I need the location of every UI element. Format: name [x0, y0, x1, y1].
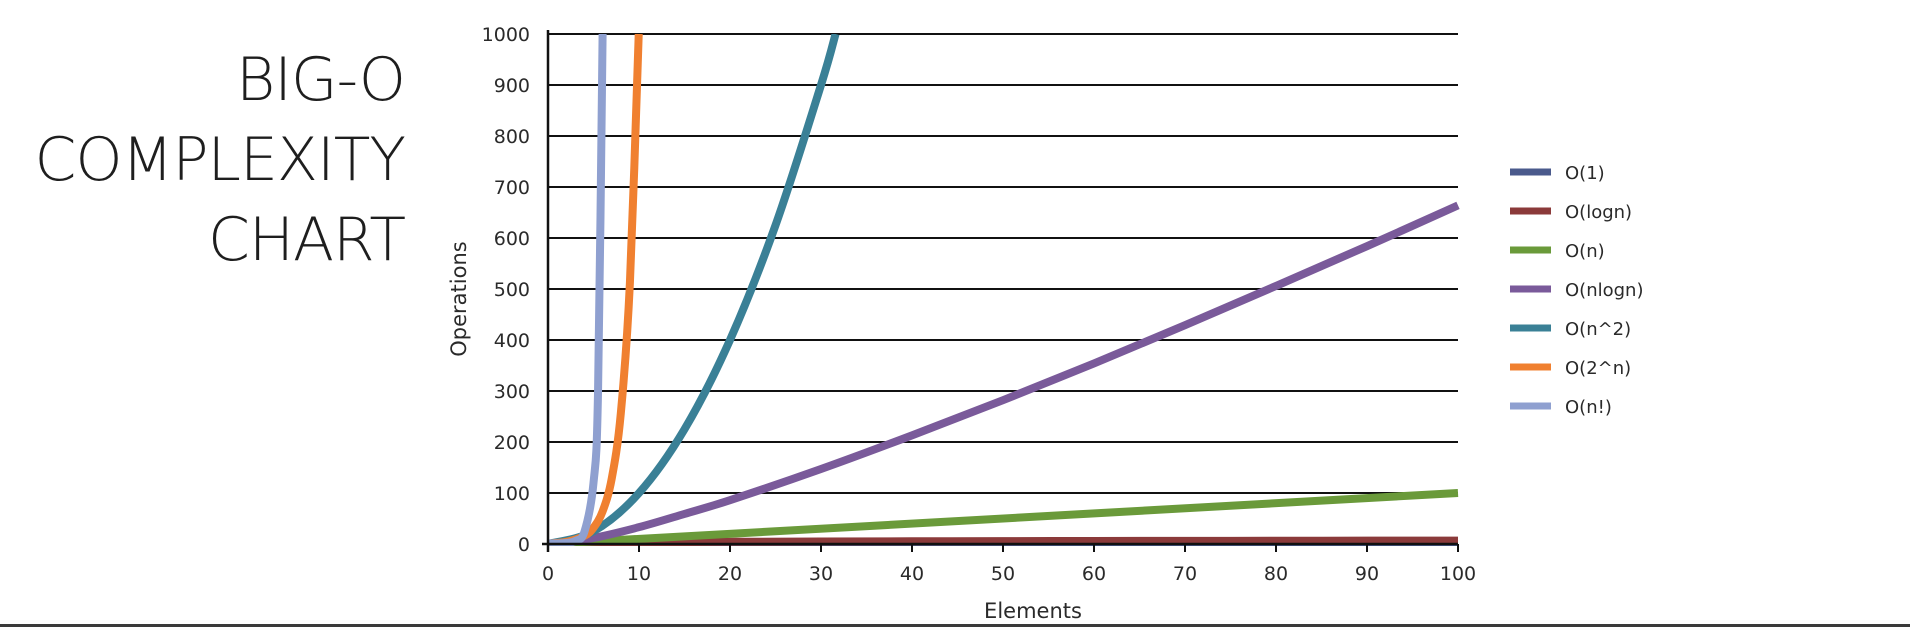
- series-line-1: [548, 536, 1459, 546]
- legend-label: O(1): [1565, 163, 1605, 184]
- series-line-3: [548, 201, 1460, 546]
- axes: 0 100 200 300 400 500 600 700 800 900 1000 0 10 20 30 4…: [447, 24, 1476, 623]
- x-tick-label: 60: [1082, 563, 1106, 585]
- series-line-4: [548, 34, 840, 546]
- legend-label: O(nlogn): [1565, 280, 1643, 301]
- legend-label: O(n^2): [1565, 319, 1631, 340]
- title-line: COMPLEXITY: [34, 125, 406, 195]
- title-line: CHART: [207, 205, 406, 275]
- x-tick-label: 70: [1173, 563, 1197, 585]
- x-tick-label: 20: [718, 563, 742, 585]
- x-tick-label: 10: [627, 563, 651, 585]
- y-axis-title: Operations: [447, 241, 471, 356]
- x-tick-label: 80: [1264, 563, 1288, 585]
- grid: [548, 33, 1458, 545]
- y-tick-label: 300: [494, 381, 530, 403]
- title-line: BIG-O: [235, 45, 406, 115]
- series-line-2: [548, 489, 1459, 546]
- x-tick-label: 50: [991, 563, 1015, 585]
- y-tick-label: 200: [494, 432, 530, 454]
- legend-label: O(n!): [1565, 397, 1612, 418]
- legend-label: O(logn): [1565, 202, 1632, 223]
- legend: O(1) O(logn) O(n) O(nlogn) O(n^2) O(2^n) O(n!): [1510, 163, 1643, 418]
- y-tick-label: 900: [494, 75, 530, 97]
- y-tick-label: 500: [494, 279, 530, 301]
- y-tick-label: 400: [494, 330, 530, 352]
- x-tick-label: 30: [809, 563, 833, 585]
- x-tick-label: 100: [1440, 563, 1476, 585]
- legend-label: O(2^n): [1565, 358, 1631, 379]
- x-tick-label: 90: [1355, 563, 1379, 585]
- y-tick-label: 100: [494, 483, 530, 505]
- x-tick-label: 40: [900, 563, 924, 585]
- y-tick-label: 0: [518, 534, 530, 556]
- chart-title: BIG-O COMPLEXITY CHART: [0, 40, 406, 280]
- y-tick-label: 700: [494, 177, 530, 199]
- bottom-divider: [0, 624, 1910, 627]
- y-tick-label: 1000: [482, 24, 530, 46]
- x-axis-title: Elements: [984, 599, 1082, 623]
- y-tick-label: 600: [494, 228, 530, 250]
- x-tick-label: 0: [542, 563, 554, 585]
- legend-label: O(n): [1565, 241, 1605, 262]
- y-tick-label: 800: [494, 126, 530, 148]
